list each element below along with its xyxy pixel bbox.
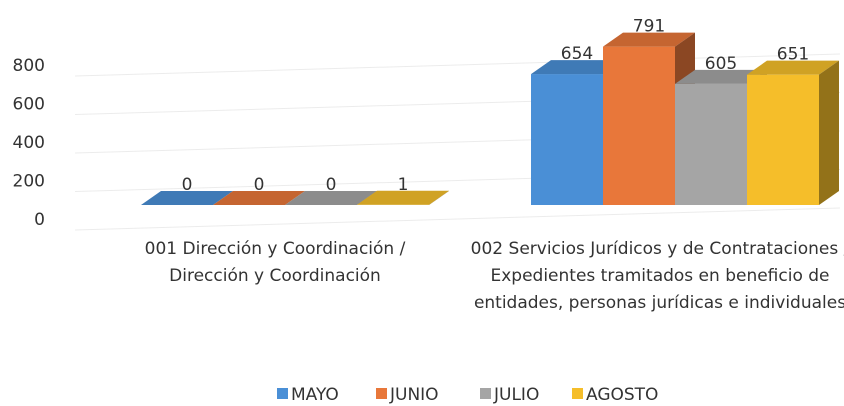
legend-label: MAYO (291, 385, 339, 405)
data-label: 1 (398, 175, 409, 195)
bar-face (531, 60, 623, 75)
bar (141, 191, 233, 205)
bar (285, 191, 377, 205)
y-tick-label: 0 (34, 210, 45, 230)
bar-face (675, 69, 767, 84)
bar-face (213, 191, 305, 205)
bar-face (603, 46, 675, 205)
bar-face (747, 74, 819, 205)
bar-face (531, 74, 603, 205)
bar-face (603, 32, 695, 47)
legend-label: JUNIO (389, 385, 439, 405)
y-tick-label: 600 (13, 95, 45, 115)
legend-label: JULIO (493, 385, 539, 405)
data-label: 0 (254, 175, 265, 195)
bar-face (357, 190, 449, 205)
legend-swatch (277, 388, 288, 399)
bar-face (429, 190, 449, 205)
legend-label: AGOSTO (586, 385, 658, 405)
y-tick-label: 200 (13, 172, 45, 192)
bar-face (285, 191, 377, 205)
grid-line (74, 53, 841, 77)
data-label: 791 (633, 17, 665, 37)
bar (747, 60, 839, 205)
bar-face (141, 191, 233, 205)
bar-face (675, 83, 747, 205)
legend-swatch (376, 388, 387, 399)
bar-face (819, 60, 839, 205)
data-label: 0 (182, 175, 193, 195)
data-label: 605 (705, 54, 737, 74)
category-label: 002 Servicios Jurídicos y de Contratacio… (470, 239, 844, 313)
y-tick-label: 400 (13, 133, 45, 153)
legend-swatch (572, 388, 583, 399)
legend-swatch (480, 388, 491, 399)
data-label: 654 (561, 44, 593, 64)
bar (357, 190, 449, 205)
data-label: 651 (777, 45, 809, 65)
grid-line (74, 207, 841, 231)
bar-face (747, 60, 839, 75)
data-label: 0 (326, 175, 337, 195)
bar (213, 191, 305, 205)
category-label: 001 Dirección y Coordinación / Dirección… (144, 239, 406, 286)
y-tick-label: 800 (13, 56, 45, 76)
